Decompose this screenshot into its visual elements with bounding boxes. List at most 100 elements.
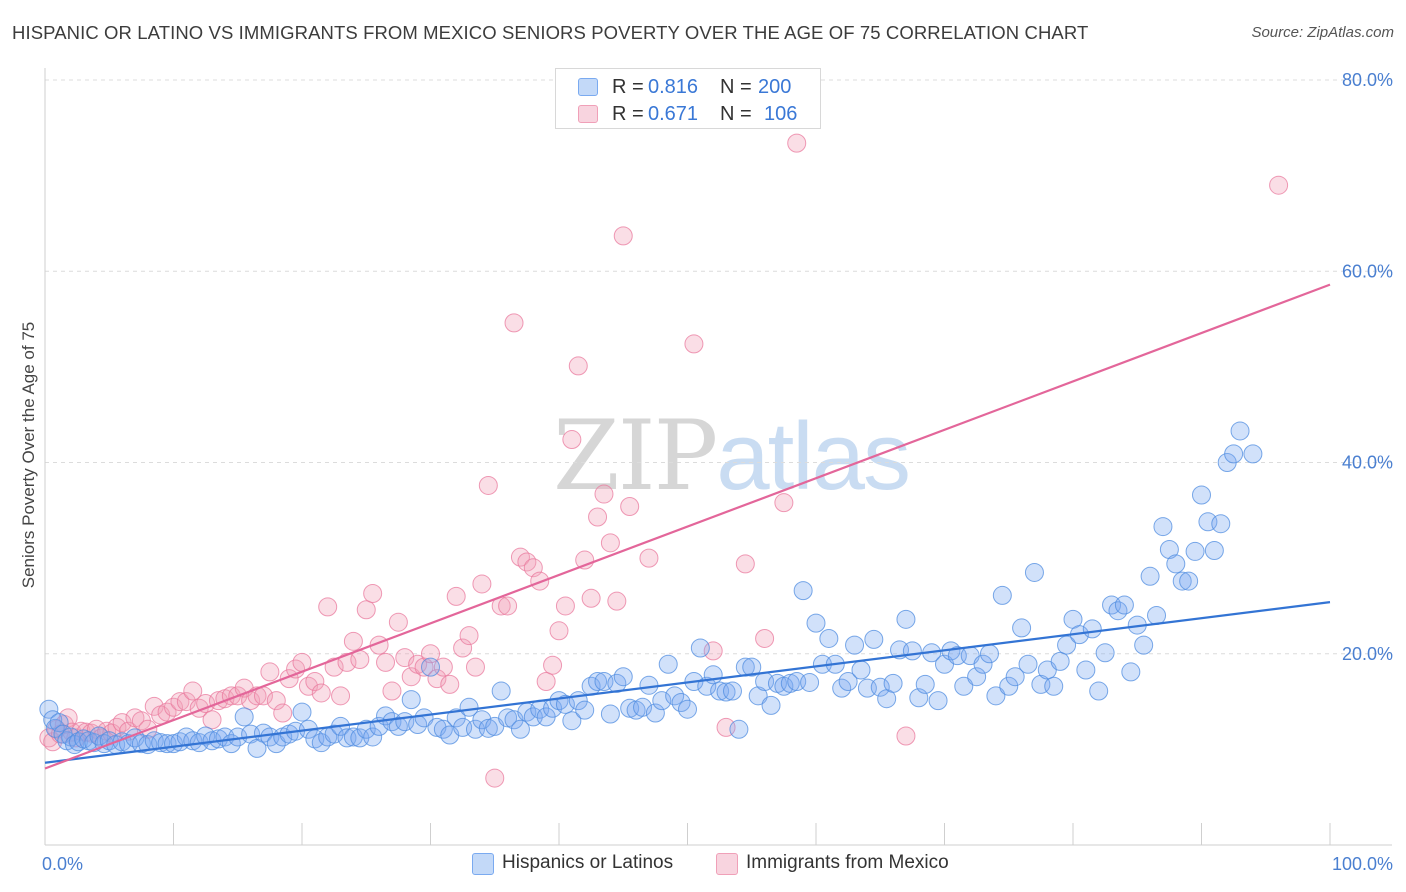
mexico-point xyxy=(568,356,588,376)
stats-legend: R = 0.816 N = 200 R = 0.671 N = 106 xyxy=(555,68,821,129)
mexico-point xyxy=(465,657,485,677)
hispanic-point xyxy=(510,719,530,739)
hispanic-point xyxy=(870,677,890,697)
bottom-legend-label: Hispanics or Latinos xyxy=(502,852,674,873)
mexico-point xyxy=(498,596,518,616)
bottom-legend-swatch-blue xyxy=(472,853,494,875)
hispanic-point xyxy=(1005,667,1025,687)
hispanic-point xyxy=(84,733,104,753)
hispanic-point xyxy=(979,644,999,664)
hispanic-point xyxy=(49,713,69,733)
hispanic-point xyxy=(986,686,1006,706)
mexico-point xyxy=(1269,175,1289,195)
hispanic-point xyxy=(1192,485,1211,505)
hispanic-point xyxy=(1166,554,1186,574)
mexico-point xyxy=(446,586,466,606)
mexico-point xyxy=(543,655,563,675)
mexico-point xyxy=(478,475,498,495)
legend-r-value: 0.816 xyxy=(648,76,699,98)
hispanic-point xyxy=(806,613,826,633)
hispanic-point xyxy=(1018,654,1038,674)
legend-n-label: N = xyxy=(720,76,752,98)
legend-swatch-blue xyxy=(578,78,598,96)
mexico-point xyxy=(266,691,286,711)
hispanic-point xyxy=(639,675,659,695)
hispanic-point xyxy=(1204,540,1224,560)
hispanic-point xyxy=(800,672,820,692)
hispanic-point xyxy=(967,667,987,687)
mexico-point xyxy=(440,674,460,694)
hispanic-point xyxy=(999,676,1019,696)
hispanic-point xyxy=(131,734,151,754)
y-tick-label: 20.0% xyxy=(1342,644,1393,664)
hispanic-point xyxy=(588,671,608,691)
mexico-point xyxy=(376,652,396,672)
bottom-legend-label: Immigrants from Mexico xyxy=(746,852,949,873)
hispanic-point xyxy=(819,628,839,648)
chart-title: HISPANIC OR LATINO VS IMMIGRANTS FROM ME… xyxy=(12,22,1089,43)
hispanic-point xyxy=(555,694,575,714)
mexico-point xyxy=(607,591,627,611)
hispanic-point xyxy=(1172,571,1192,591)
legend-n-label: N = xyxy=(720,103,752,125)
hispanic-point xyxy=(292,702,312,722)
hispanic-point xyxy=(65,735,85,755)
hispanic-point xyxy=(748,686,768,706)
mexico-trend-line xyxy=(44,283,1331,770)
y-tick-label: 40.0% xyxy=(1342,453,1393,473)
hispanic-point xyxy=(645,703,665,723)
hispanic-point xyxy=(1243,444,1263,464)
hispanic-point xyxy=(459,697,479,717)
hispanic-point xyxy=(234,707,254,727)
hispanic-point xyxy=(39,699,59,719)
hispanic-point xyxy=(575,700,595,720)
mexico-point xyxy=(324,657,344,677)
hispanic-point xyxy=(1012,618,1032,638)
mexico-point xyxy=(504,313,524,333)
hispanic-point xyxy=(478,718,498,738)
legend-n-value: 200 xyxy=(758,76,792,98)
hispanic-point xyxy=(1224,444,1244,464)
legend-r-label: R = xyxy=(612,103,644,125)
hispanic-point xyxy=(697,676,717,696)
hispanic-point xyxy=(864,629,884,649)
legend-r-label: R = xyxy=(612,76,644,98)
mexico-point xyxy=(735,554,755,574)
hispanic-point xyxy=(363,727,383,747)
hispanic-point xyxy=(658,654,678,674)
hispanic-point xyxy=(690,638,710,658)
hispanic-point xyxy=(1179,571,1199,591)
mexico-point xyxy=(594,484,614,504)
hispanic-point xyxy=(633,697,653,717)
hispanic-point xyxy=(613,667,633,687)
hispanic-point xyxy=(1076,660,1096,680)
hispanic-point xyxy=(68,732,88,752)
hispanic-point xyxy=(401,690,421,710)
mexico-point xyxy=(183,681,203,701)
mexico-point xyxy=(600,533,620,553)
mexico-point xyxy=(382,681,402,701)
hispanic-point xyxy=(414,708,434,728)
mexico-point xyxy=(620,496,640,516)
mexico-point xyxy=(703,641,723,661)
hispanic-point xyxy=(1121,662,1141,682)
hispanic-point xyxy=(761,695,781,715)
hispanic-point xyxy=(1159,540,1179,560)
mexico-point xyxy=(787,133,807,153)
hispanic-point xyxy=(928,691,948,711)
mexico-point xyxy=(356,600,376,620)
mexico-point xyxy=(581,588,601,608)
mexico-point xyxy=(305,671,325,691)
hispanic-point xyxy=(915,674,935,694)
hispanic-point xyxy=(562,711,582,731)
hispanic-point xyxy=(896,609,916,629)
hispanic-point xyxy=(45,718,65,738)
hispanic-point xyxy=(722,681,742,701)
hispanic-point xyxy=(851,660,871,680)
y-tick-label: 80.0% xyxy=(1342,70,1393,90)
y-tick-label: 60.0% xyxy=(1342,261,1393,281)
legend-r-value: 0.671 xyxy=(648,103,699,125)
mexico-point xyxy=(401,667,421,687)
hispanic-point xyxy=(324,724,344,744)
hispanic-point xyxy=(838,671,858,691)
